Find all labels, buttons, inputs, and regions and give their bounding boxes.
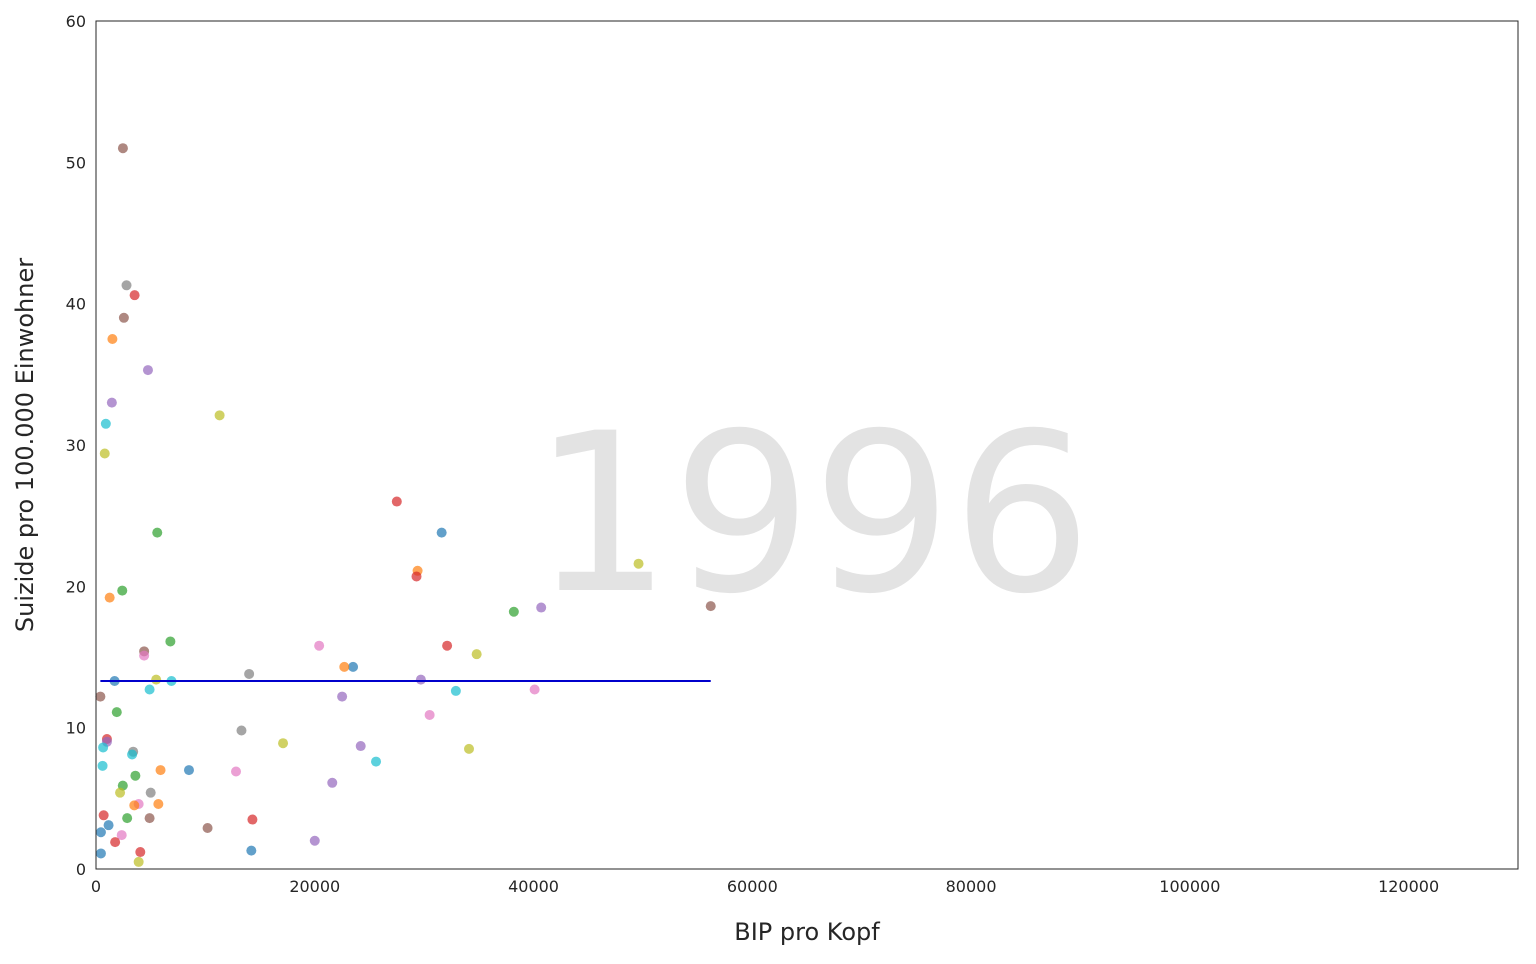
data-point xyxy=(117,585,128,596)
y-tick-label: 20 xyxy=(66,577,86,596)
data-point xyxy=(202,823,213,834)
data-point xyxy=(95,691,106,702)
data-point xyxy=(471,649,482,660)
data-point xyxy=(411,571,422,582)
data-point xyxy=(100,418,111,429)
data-point xyxy=(144,813,155,824)
data-point xyxy=(464,743,475,754)
data-point xyxy=(355,741,366,752)
y-tick-label: 10 xyxy=(66,719,86,738)
data-point xyxy=(327,777,338,788)
data-point xyxy=(309,835,320,846)
data-point xyxy=(153,798,164,809)
data-point xyxy=(415,674,426,685)
x-tick-label: 100000 xyxy=(1159,877,1220,896)
data-point xyxy=(151,674,162,685)
data-point xyxy=(231,766,242,777)
data-points xyxy=(95,143,716,867)
data-point xyxy=(145,787,156,798)
data-point xyxy=(442,640,453,651)
data-point xyxy=(278,738,289,749)
data-point xyxy=(133,856,144,867)
y-tick-label: 60 xyxy=(66,12,86,31)
data-point xyxy=(536,602,547,613)
data-point xyxy=(183,765,194,776)
y-axis-ticks: 0 10 20 30 40 50 60 xyxy=(66,12,86,879)
data-point xyxy=(95,848,106,859)
data-point xyxy=(122,813,133,824)
data-point xyxy=(107,334,118,344)
data-point xyxy=(705,601,716,612)
data-point xyxy=(118,312,129,323)
data-point xyxy=(165,636,176,647)
y-tick-label: 40 xyxy=(66,295,86,314)
data-point xyxy=(633,558,644,569)
year-watermark: 1996 xyxy=(532,386,1092,642)
data-point xyxy=(214,410,225,421)
data-point xyxy=(98,810,109,821)
data-point xyxy=(144,684,155,695)
data-point xyxy=(104,592,115,603)
data-point xyxy=(139,650,150,661)
data-point xyxy=(98,742,109,753)
data-point xyxy=(111,707,122,718)
data-point xyxy=(337,691,348,702)
data-point xyxy=(106,397,117,408)
x-tick-label: 80000 xyxy=(946,877,997,896)
x-axis-ticks: 0 20000 40000 60000 80000 100000 120000 xyxy=(91,877,1439,896)
data-point xyxy=(135,847,146,858)
data-point xyxy=(371,756,382,767)
x-tick-label: 60000 xyxy=(727,877,778,896)
data-point xyxy=(436,527,447,538)
data-point xyxy=(99,448,110,459)
data-point xyxy=(236,725,247,736)
data-point xyxy=(121,280,132,291)
x-tick-label: 20000 xyxy=(289,877,340,896)
data-point xyxy=(348,661,359,672)
x-tick-label: 0 xyxy=(91,877,101,896)
data-point xyxy=(130,770,141,781)
x-tick-label: 40000 xyxy=(508,877,559,896)
data-point xyxy=(95,827,106,838)
data-point xyxy=(155,765,166,776)
data-point xyxy=(424,709,435,720)
data-point xyxy=(97,760,108,771)
x-axis-label: BIP pro Kopf xyxy=(734,918,880,946)
data-point xyxy=(110,837,121,848)
data-point xyxy=(339,661,350,672)
data-point xyxy=(529,684,540,695)
data-point xyxy=(246,845,257,856)
data-point xyxy=(103,820,114,831)
y-tick-label: 30 xyxy=(66,436,86,455)
data-point xyxy=(244,668,255,679)
x-tick-label: 120000 xyxy=(1378,877,1439,896)
plot-frame xyxy=(95,20,1519,870)
y-axis-label: Suizide pro 100.000 Einwohner xyxy=(11,258,39,632)
data-point xyxy=(116,830,127,841)
data-point xyxy=(127,749,138,760)
data-point xyxy=(142,365,153,376)
data-point xyxy=(450,685,461,696)
data-point xyxy=(152,527,163,538)
data-point xyxy=(129,800,140,811)
data-point xyxy=(129,290,140,301)
y-tick-label: 50 xyxy=(66,153,86,172)
data-point xyxy=(391,496,402,507)
data-point xyxy=(117,143,128,154)
data-point xyxy=(115,787,126,798)
data-point xyxy=(314,640,325,651)
data-point xyxy=(247,814,258,825)
data-point xyxy=(508,606,519,617)
y-tick-label: 0 xyxy=(76,860,86,879)
